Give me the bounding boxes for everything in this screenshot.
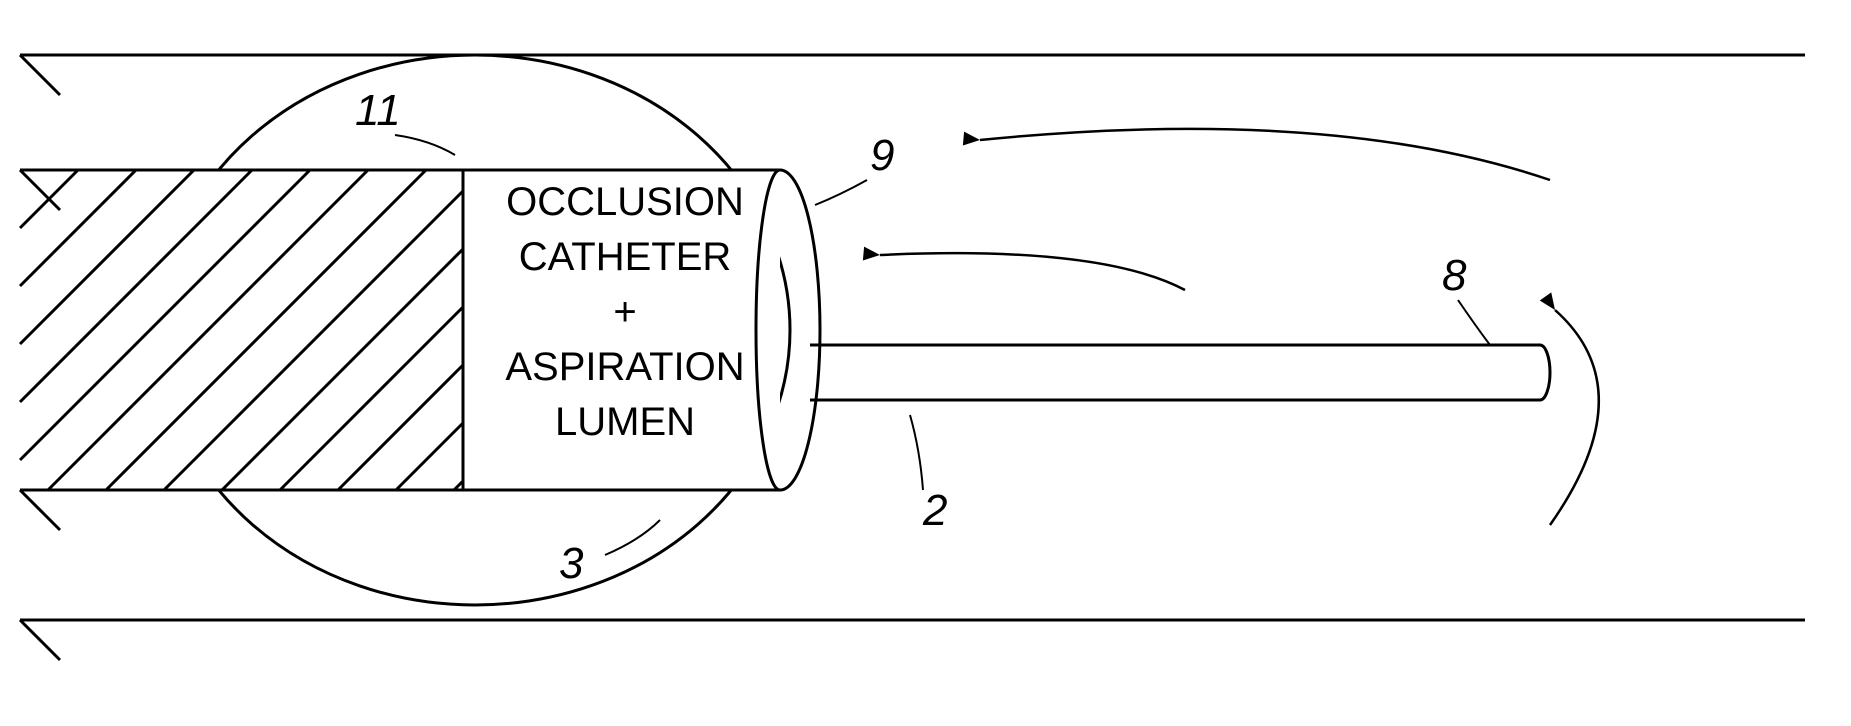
- flow-arrows: [863, 129, 1599, 525]
- ref-3-leader: [605, 520, 660, 555]
- vessel-left-cut-bottom: [20, 620, 60, 660]
- flow-arrow-lower-head: [1540, 292, 1555, 310]
- ref-9-text: 9: [870, 131, 894, 180]
- ref-8-text: 8: [1442, 251, 1467, 300]
- vessel-left-cut-top: [20, 55, 60, 95]
- catheter-label-line-1: CATHETER: [519, 235, 732, 279]
- catheter-left-cut-bottom: [20, 490, 60, 530]
- ref-3-text: 3: [559, 539, 584, 588]
- catheter-label-line-3: ASPIRATION: [505, 345, 744, 389]
- catheter-label-line-0: OCCLUSION: [506, 180, 744, 224]
- catheter-label-line-2: +: [613, 290, 636, 334]
- flow-arrow-lower: [1550, 310, 1599, 525]
- ref-11-leader: [395, 135, 455, 155]
- ref-8-leader: [1458, 300, 1490, 345]
- flow-arrow-upper-head: [963, 132, 980, 146]
- ref-2-text: 2: [922, 486, 947, 535]
- guidewire: [810, 345, 1550, 400]
- flow-arrow-upper: [980, 129, 1550, 180]
- guidewire-end-cap: [1540, 345, 1550, 400]
- catheter-label-line-4: LUMEN: [555, 400, 695, 444]
- ref-9-leader: [815, 180, 867, 205]
- diagram-canvas: OCCLUSION CATHETER + ASPIRATION LUMEN 11 9 3…: [0, 0, 1851, 726]
- flow-arrow-middle-head: [863, 247, 880, 261]
- flow-arrow-middle: [880, 253, 1185, 290]
- ref-11-text: 11: [355, 86, 401, 135]
- ref-2-leader: [910, 415, 923, 490]
